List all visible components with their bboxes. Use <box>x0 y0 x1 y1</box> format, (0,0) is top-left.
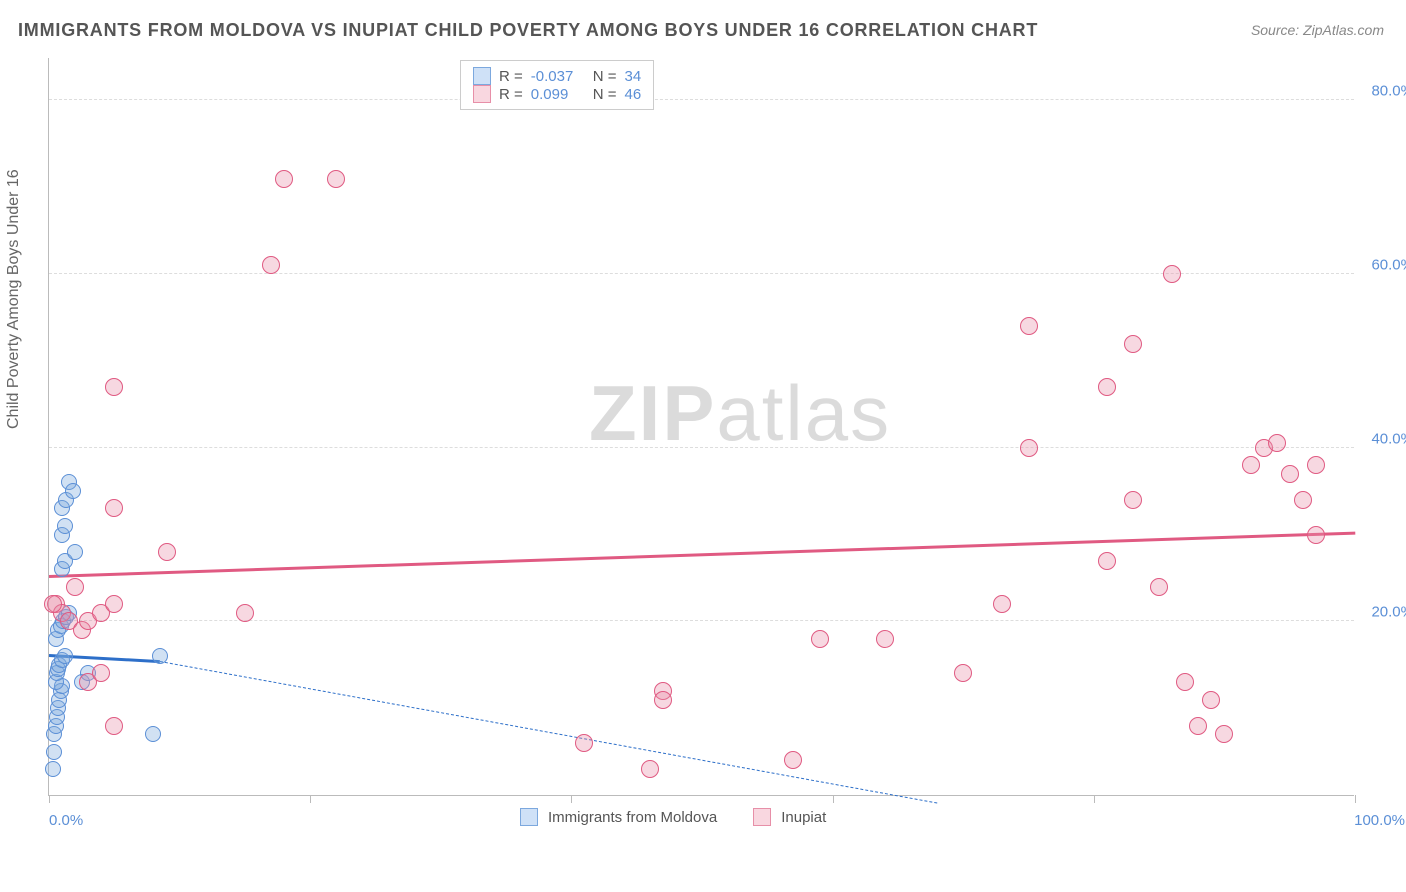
data-point-inupiat <box>1307 526 1325 544</box>
data-point-inupiat <box>654 691 672 709</box>
data-point-inupiat <box>262 256 280 274</box>
series-legend: Immigrants from Moldova Inupiat <box>520 808 826 826</box>
x-tick <box>571 795 572 803</box>
grid-line <box>49 273 1354 274</box>
data-point-inupiat <box>1294 491 1312 509</box>
data-point-inupiat <box>327 170 345 188</box>
r-value: -0.037 <box>531 68 585 85</box>
source-attribution: Source: ZipAtlas.com <box>1251 22 1384 38</box>
grid-line <box>49 447 1354 448</box>
data-point-inupiat <box>44 595 62 613</box>
data-point-inupiat <box>1020 317 1038 335</box>
legend-swatch <box>473 67 491 85</box>
data-point-moldova <box>57 518 73 534</box>
data-point-moldova <box>152 648 168 664</box>
x-tick-label: 100.0% <box>1354 812 1405 829</box>
data-point-inupiat <box>641 760 659 778</box>
x-tick <box>833 795 834 803</box>
data-point-inupiat <box>954 664 972 682</box>
watermark-bold: ZIP <box>589 369 716 457</box>
data-point-inupiat <box>158 543 176 561</box>
n-label: N = <box>593 68 617 85</box>
data-point-inupiat <box>1307 456 1325 474</box>
data-point-inupiat <box>1242 456 1260 474</box>
data-point-moldova <box>67 544 83 560</box>
data-point-inupiat <box>1098 378 1116 396</box>
source-label: Source: <box>1251 22 1303 38</box>
y-tick-label: 40.0% <box>1371 430 1406 447</box>
data-point-inupiat <box>993 595 1011 613</box>
n-value: 46 <box>625 86 642 103</box>
data-point-inupiat <box>1124 335 1142 353</box>
data-point-moldova <box>57 648 73 664</box>
data-point-inupiat <box>105 717 123 735</box>
r-label: R = <box>499 86 523 103</box>
data-point-moldova <box>45 761 61 777</box>
legend-row: R = 0.099 N = 46 <box>473 85 641 103</box>
watermark-rest: atlas <box>716 369 891 457</box>
data-point-inupiat <box>66 578 84 596</box>
data-point-inupiat <box>92 664 110 682</box>
data-point-inupiat <box>575 734 593 752</box>
data-point-inupiat <box>1215 725 1233 743</box>
data-point-inupiat <box>1020 439 1038 457</box>
data-point-inupiat <box>811 630 829 648</box>
source-name: ZipAtlas.com <box>1303 22 1384 38</box>
data-point-inupiat <box>105 499 123 517</box>
n-value: 34 <box>625 68 642 85</box>
legend-swatch <box>753 808 771 826</box>
data-point-inupiat <box>1268 434 1286 452</box>
r-label: R = <box>499 68 523 85</box>
data-point-inupiat <box>105 378 123 396</box>
data-point-inupiat <box>1124 491 1142 509</box>
grid-line <box>49 99 1354 100</box>
n-label: N = <box>593 86 617 103</box>
data-point-inupiat <box>1150 578 1168 596</box>
data-point-inupiat <box>236 604 254 622</box>
chart-plot-area: ZIPatlas 20.0%40.0%60.0%80.0%0.0%100.0% <box>48 58 1354 796</box>
chart-title: IMMIGRANTS FROM MOLDOVA VS INUPIAT CHILD… <box>18 20 1038 41</box>
legend-swatch <box>520 808 538 826</box>
data-point-inupiat <box>1202 691 1220 709</box>
watermark: ZIPatlas <box>589 368 891 459</box>
y-axis-title: Child Poverty Among Boys Under 16 <box>5 169 23 429</box>
y-tick-label: 80.0% <box>1371 83 1406 100</box>
y-tick-label: 20.0% <box>1371 604 1406 621</box>
data-point-moldova <box>145 726 161 742</box>
x-tick <box>1094 795 1095 803</box>
trend-line <box>160 661 937 804</box>
legend-swatch <box>473 85 491 103</box>
legend-label: Inupiat <box>781 809 826 826</box>
correlation-legend: R = -0.037 N = 34 R = 0.099 N = 46 <box>460 60 654 110</box>
x-tick-label: 0.0% <box>49 812 83 829</box>
x-tick <box>1355 795 1356 803</box>
data-point-inupiat <box>275 170 293 188</box>
data-point-inupiat <box>1189 717 1207 735</box>
data-point-inupiat <box>1163 265 1181 283</box>
trend-line <box>49 532 1355 578</box>
y-tick-label: 60.0% <box>1371 257 1406 274</box>
data-point-inupiat <box>876 630 894 648</box>
legend-row: R = -0.037 N = 34 <box>473 67 641 85</box>
x-tick <box>49 795 50 803</box>
r-value: 0.099 <box>531 86 585 103</box>
data-point-inupiat <box>1281 465 1299 483</box>
legend-label: Immigrants from Moldova <box>548 809 717 826</box>
data-point-inupiat <box>784 751 802 769</box>
data-point-moldova <box>46 744 62 760</box>
data-point-inupiat <box>1098 552 1116 570</box>
data-point-inupiat <box>1176 673 1194 691</box>
data-point-moldova <box>65 483 81 499</box>
x-tick <box>310 795 311 803</box>
data-point-inupiat <box>105 595 123 613</box>
